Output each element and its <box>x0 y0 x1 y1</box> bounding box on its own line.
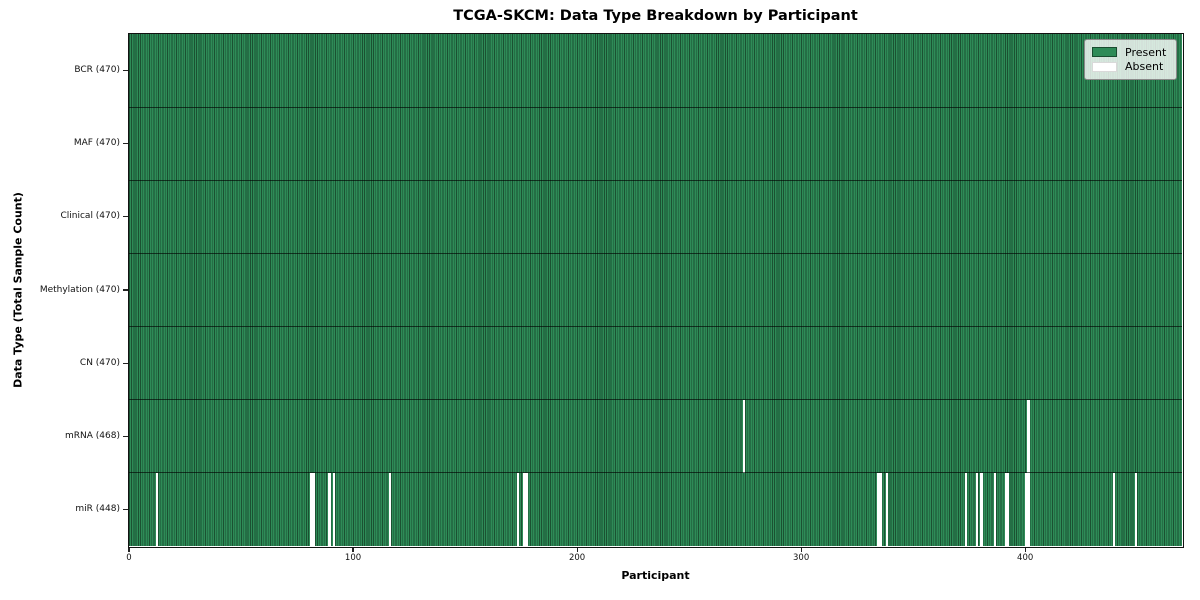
absent-bar <box>1025 472 1028 546</box>
y-tick-label: mRNA (468) <box>65 430 120 441</box>
legend-label: Present <box>1125 45 1167 59</box>
y-tick-mark <box>123 508 128 510</box>
absent-bar <box>516 472 519 546</box>
x-tick-mark <box>800 547 802 552</box>
plot-area <box>129 34 1182 546</box>
absent-bar <box>1007 472 1010 546</box>
absent-bar <box>155 472 159 546</box>
row-boundary <box>129 472 1182 474</box>
x-tick-label: 300 <box>793 553 810 563</box>
absent-bar <box>1027 399 1030 473</box>
absent-bar <box>964 472 967 546</box>
y-tick-mark <box>123 143 128 145</box>
x-tick-label: 400 <box>1017 553 1034 563</box>
row-boundary <box>129 252 1182 255</box>
legend-item-present: Present <box>1092 47 1169 58</box>
absent-bar <box>1112 472 1115 546</box>
absent-bar <box>975 472 979 546</box>
y-tick-mark <box>123 70 128 72</box>
legend: Present Absent <box>1084 39 1177 80</box>
row-boundary <box>129 325 1182 328</box>
y-tick-label: Methylation (470) <box>39 284 120 295</box>
present-swatch-icon <box>1092 47 1117 58</box>
absent-bar <box>742 399 746 473</box>
row-boundary <box>129 399 1182 401</box>
x-tick-label: 0 <box>126 553 132 563</box>
absent-bar <box>328 472 331 546</box>
absent-bar <box>1005 472 1008 546</box>
absent-bar <box>332 472 336 546</box>
x-tick-mark <box>128 547 130 552</box>
absent-bar <box>879 472 882 546</box>
y-tick-label: Clinical (470) <box>60 211 120 222</box>
row-boundary <box>129 179 1182 181</box>
absent-bar <box>523 472 526 546</box>
absent-bar <box>388 472 392 546</box>
x-tick-mark <box>576 547 578 552</box>
absent-bar <box>980 472 983 546</box>
legend-item-absent: Absent <box>1092 61 1169 72</box>
absent-bar <box>1134 472 1138 546</box>
absent-bar <box>993 472 997 546</box>
legend-label: Absent <box>1125 60 1164 74</box>
absent-bar <box>1027 472 1030 546</box>
row-boundary <box>129 106 1182 108</box>
chart-title: TCGA-SKCM: Data Type Breakdown by Partic… <box>453 8 858 24</box>
x-tick-mark <box>352 547 354 552</box>
y-tick-mark <box>123 289 128 291</box>
y-tick-label: BCR (470) <box>74 65 120 76</box>
x-tick-mark <box>1024 547 1026 552</box>
absent-bar <box>310 472 313 546</box>
y-tick-label: MAF (470) <box>73 138 120 149</box>
x-axis-label: Participant <box>621 569 690 582</box>
y-tick-mark <box>123 435 128 437</box>
absent-swatch-icon <box>1092 61 1117 72</box>
y-tick-label: miR (448) <box>75 503 120 514</box>
x-tick-label: 100 <box>344 553 362 563</box>
absent-bar <box>525 472 528 546</box>
y-tick-mark <box>123 216 128 218</box>
y-tick-mark <box>123 362 128 364</box>
y-tick-label: CN (470) <box>79 357 120 368</box>
absent-bar <box>312 472 315 546</box>
absent-bar <box>886 472 889 546</box>
x-tick-label: 200 <box>568 553 586 563</box>
absent-bar <box>877 472 880 546</box>
